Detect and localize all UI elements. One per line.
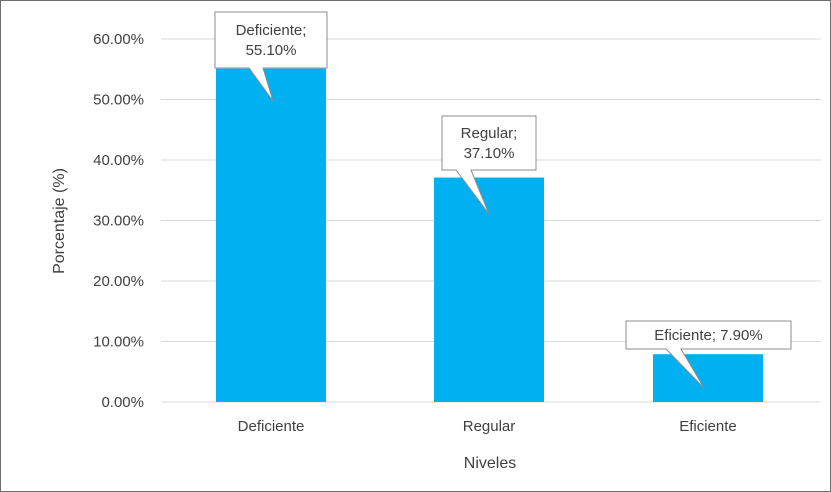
data-label-text: Regular;	[461, 125, 518, 142]
x-axis-ticks: Deficiente Regular Eficiente	[238, 418, 737, 435]
callout-box	[441, 115, 537, 215]
data-label-deficiente: Deficiente; 55.10%	[214, 11, 328, 102]
bar-regular	[434, 177, 544, 402]
y-tick-label: 0.00%	[101, 394, 144, 411]
data-label-regular: Regular; 37.10%	[441, 115, 537, 215]
callout-box	[625, 320, 792, 389]
callout-box	[214, 11, 328, 102]
data-label-eficiente: Eficiente; 7.90%	[625, 320, 792, 389]
y-tick-label: 10.00%	[93, 334, 144, 351]
y-axis-label: Porcentaje (%)	[51, 168, 68, 274]
data-label-text: 55.10%	[246, 42, 297, 59]
bars	[216, 68, 763, 403]
y-tick-label: 60.00%	[93, 31, 144, 48]
y-tick-label: 40.00%	[93, 152, 144, 169]
data-label-text: Deficiente;	[236, 22, 307, 39]
data-label-text: 37.10%	[464, 145, 515, 162]
y-tick-label: 50.00%	[93, 92, 144, 109]
bar-eficiente	[653, 354, 763, 402]
y-tick-label: 30.00%	[93, 213, 144, 230]
data-label-text: Eficiente; 7.90%	[654, 327, 762, 344]
x-tick-label: Eficiente	[679, 418, 737, 435]
x-axis-label: Niveles	[464, 455, 516, 472]
x-tick-label: Deficiente	[238, 418, 305, 435]
y-tick-label: 20.00%	[93, 273, 144, 290]
data-labels: Deficiente; 55.10% Regular; 37.10% Eficiente…	[214, 11, 792, 389]
x-tick-label: Regular	[463, 418, 516, 435]
bar-deficiente	[216, 68, 326, 403]
y-axis-ticks: 0.00% 10.00% 20.00% 30.00% 40.00% 50.00% 60.00…	[93, 31, 144, 411]
